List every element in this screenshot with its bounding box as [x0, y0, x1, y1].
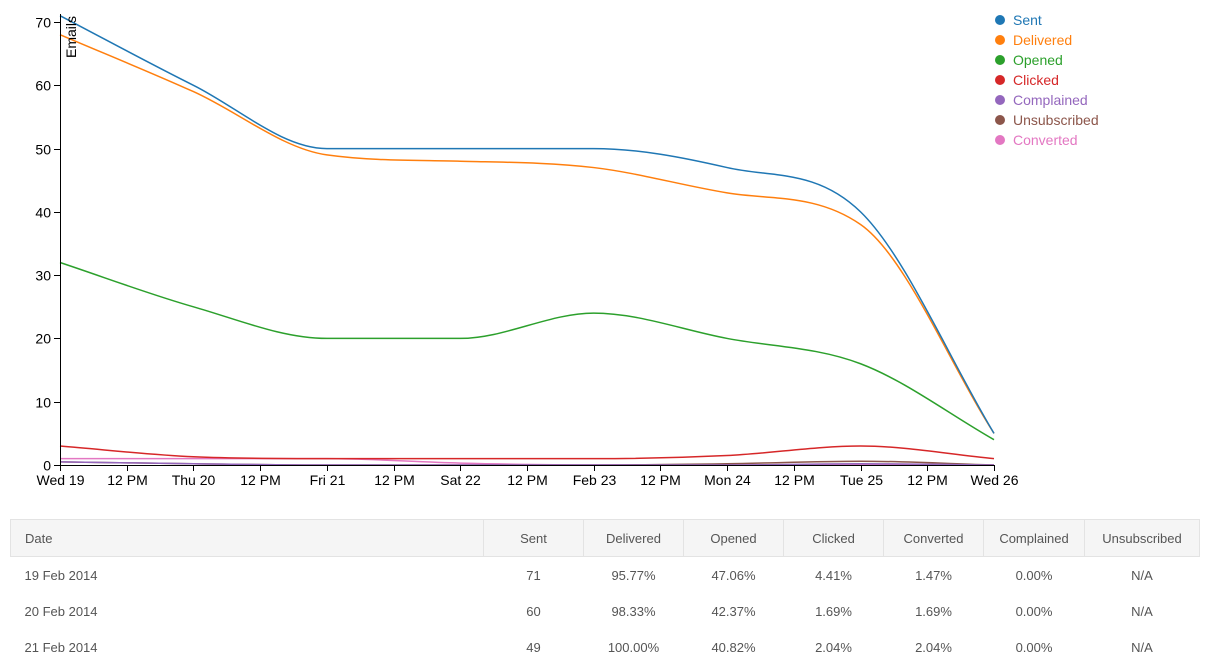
x-tick-label: Mon 24	[704, 472, 751, 488]
x-tick-label: Wed 19	[37, 472, 85, 488]
table-header-row: Date Sent Delivered Opened Clicked Conve…	[10, 519, 1200, 557]
series-line-clicked	[59, 445, 995, 460]
cell-complained: 0.00%	[1015, 639, 1053, 655]
series-lines	[59, 15, 995, 466]
chart-legend: Sent Delivered Opened Clicked Complained Unsu…	[995, 12, 1099, 148]
cell-opened: 42.37%	[711, 603, 756, 619]
header-converted[interactable]: Converted	[883, 519, 984, 557]
y-axis-label: Emails	[63, 16, 79, 58]
y-tick-label: 30	[35, 268, 51, 284]
cell-sent: 71	[526, 567, 541, 583]
cell-complained: 0.00%	[1015, 603, 1053, 619]
x-tick-label: Thu 20	[172, 472, 216, 488]
cell-opened: 47.06%	[711, 567, 756, 583]
cell-clicked: 1.69%	[815, 603, 852, 619]
x-tick-label: Sat 22	[440, 472, 481, 488]
header-delivered[interactable]: Delivered	[583, 519, 684, 557]
email-stats-line-chart: 0 10 20 30 40 50 60 70 Wed 19 12 PM Thu 20 12 PM Fr…	[35, 12, 1099, 488]
legend-swatch	[995, 75, 1005, 85]
cell-opened: 40.82%	[711, 639, 756, 655]
legend-label: Opened	[1013, 52, 1063, 68]
legend-swatch	[995, 115, 1005, 125]
cell-converted: 1.47%	[915, 567, 952, 583]
header-unsubscribed[interactable]: Unsubscribed	[1084, 519, 1200, 557]
legend-swatch	[995, 15, 1005, 25]
x-tick-label: 12 PM	[774, 472, 814, 488]
x-axis-ticks: Wed 19 12 PM Thu 20 12 PM Fri 21 12 PM Sat 22 1…	[37, 465, 1019, 488]
legend-item-unsubscribed[interactable]: Unsubscribed	[995, 112, 1099, 128]
cell-clicked: 4.41%	[815, 567, 852, 583]
email-stats-table: Date Sent Delivered Opened Clicked Conve…	[10, 519, 1200, 665]
cell-clicked: 2.04%	[815, 639, 852, 655]
legend-item-sent[interactable]: Sent	[995, 12, 1042, 28]
cell-unsubscribed: N/A	[1131, 567, 1153, 583]
table-row: 20 Feb 2014 60 98.33% 42.37% 1.69% 1.69%…	[11, 593, 1200, 629]
x-tick-label: 12 PM	[640, 472, 680, 488]
header-date[interactable]: Date	[10, 519, 484, 557]
cell-delivered: 100.00%	[607, 639, 660, 655]
cell-unsubscribed: N/A	[1131, 603, 1153, 619]
legend-item-opened[interactable]: Opened	[995, 52, 1063, 68]
legend-label: Sent	[1013, 12, 1042, 28]
x-tick-label: Wed 26	[971, 472, 1019, 488]
legend-swatch	[995, 95, 1005, 105]
cell-date: 20 Feb 2014	[24, 603, 98, 619]
cell-date: 21 Feb 2014	[24, 639, 98, 655]
series-line-sent	[59, 15, 995, 434]
x-tick-label: Fri 21	[310, 472, 346, 488]
legend-item-complained[interactable]: Complained	[995, 92, 1088, 108]
x-tick-label: Feb 23	[573, 472, 617, 488]
table-row: 19 Feb 2014 71 95.77% 47.06% 4.41% 1.47%…	[11, 557, 1200, 594]
y-tick-label: 10	[35, 395, 51, 411]
cell-converted: 2.04%	[915, 639, 952, 655]
legend-swatch	[995, 35, 1005, 45]
legend-label: Complained	[1013, 92, 1088, 108]
x-tick-label: 12 PM	[374, 472, 414, 488]
legend-label: Clicked	[1013, 72, 1059, 88]
legend-item-converted[interactable]: Converted	[995, 132, 1078, 148]
legend-swatch	[995, 55, 1005, 65]
cell-delivered: 95.77%	[611, 567, 656, 583]
y-tick-label: 60	[35, 78, 51, 94]
y-tick-label: 40	[35, 205, 51, 221]
legend-label: Unsubscribed	[1013, 112, 1099, 128]
table-row: 21 Feb 2014 49 100.00% 40.82% 2.04% 2.04…	[11, 629, 1200, 665]
header-clicked[interactable]: Clicked	[783, 519, 884, 557]
header-sent[interactable]: Sent	[483, 519, 584, 557]
x-tick-label: 12 PM	[507, 472, 547, 488]
header-complained[interactable]: Complained	[983, 519, 1085, 557]
legend-swatch	[995, 135, 1005, 145]
legend-item-delivered[interactable]: Delivered	[995, 32, 1072, 48]
y-tick-label: 0	[43, 458, 51, 474]
x-tick-label: Tue 25	[840, 472, 883, 488]
cell-date: 19 Feb 2014	[24, 567, 98, 583]
x-tick-label: 12 PM	[240, 472, 280, 488]
cell-sent: 60	[526, 603, 541, 619]
x-tick-label: 12 PM	[107, 472, 147, 488]
series-line-opened	[59, 261, 995, 441]
legend-item-clicked[interactable]: Clicked	[995, 72, 1059, 88]
cell-complained: 0.00%	[1015, 567, 1053, 583]
legend-label: Delivered	[1013, 32, 1072, 48]
y-tick-label: 70	[35, 15, 51, 31]
cell-sent: 49	[526, 639, 541, 655]
x-tick-label: 12 PM	[907, 472, 947, 488]
legend-label: Converted	[1013, 132, 1078, 148]
y-tick-label: 50	[35, 142, 51, 158]
header-opened[interactable]: Opened	[683, 519, 784, 557]
series-line-delivered	[59, 33, 995, 434]
cell-converted: 1.69%	[915, 603, 952, 619]
y-axis-ticks: 0 10 20 30 40 50 60 70	[35, 15, 60, 474]
cell-unsubscribed: N/A	[1131, 639, 1153, 655]
y-tick-label: 20	[35, 331, 51, 347]
cell-delivered: 98.33%	[611, 603, 656, 619]
